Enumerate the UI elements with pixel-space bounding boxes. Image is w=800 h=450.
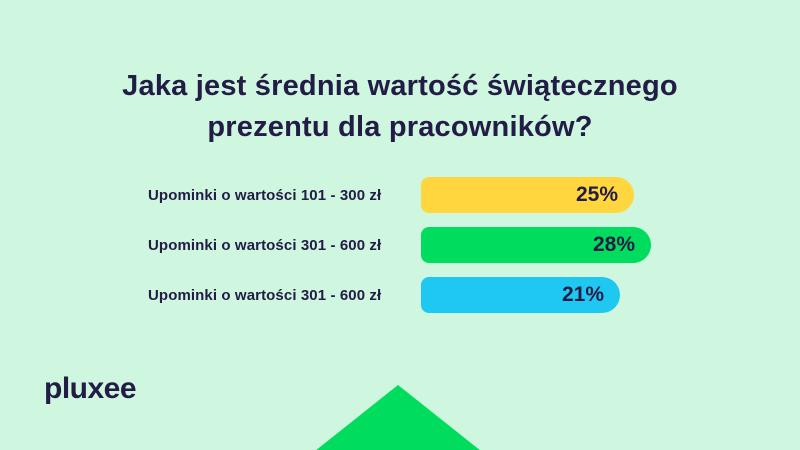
page-title: Jaka jest średnia wartość świątecznego p… — [0, 66, 800, 148]
chart-bar-1: 25% — [421, 177, 634, 213]
chart-bar-3: 21% — [421, 277, 620, 313]
bar-label-3: Upominki o wartości 301 - 600 zł — [148, 286, 382, 304]
up-arrow-shape — [315, 385, 481, 450]
bar-label-2: Upominki o wartości 301 - 600 zł — [148, 236, 382, 254]
chart-bar-2: 28% — [421, 227, 651, 263]
bar-label-1: Upominki o wartości 101 - 300 zł — [148, 186, 382, 204]
bar-value-label-1: 25% — [575, 183, 618, 206]
title-line-2: prezentu dla pracowników? — [207, 111, 593, 144]
pluxee-logo: pluxee — [44, 372, 137, 405]
title-line-1: Jaka jest średnia wartość świątecznego — [122, 70, 678, 103]
bar-chart: Upominki o wartości 101 - 300 zł 25% Upo… — [148, 177, 651, 313]
bar-value-label-2: 28% — [592, 233, 635, 256]
bar-value-label-3: 21% — [561, 283, 604, 306]
